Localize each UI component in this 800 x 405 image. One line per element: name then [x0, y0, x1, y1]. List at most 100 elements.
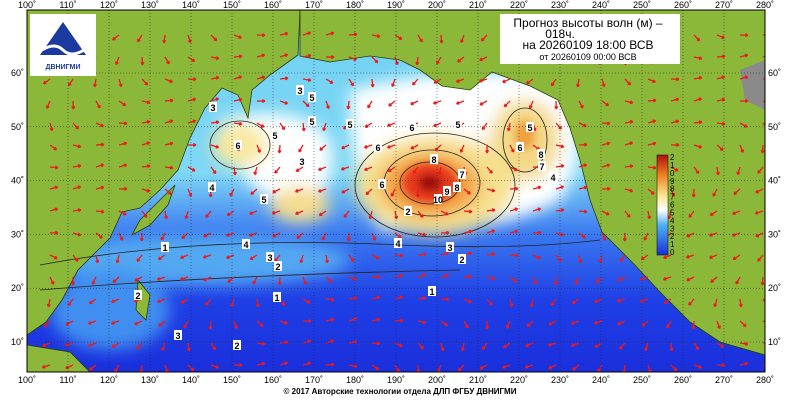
arrow	[115, 56, 120, 65]
arrow	[463, 298, 472, 304]
contour-label-bg	[428, 286, 436, 296]
arrow	[486, 252, 496, 257]
arrow	[298, 144, 304, 153]
arrow	[250, 188, 258, 195]
arrow	[95, 185, 105, 190]
lon-label-bottom: 240˚	[592, 375, 610, 385]
arrow	[762, 363, 765, 366]
arrow	[141, 141, 151, 146]
contour-label-bg	[208, 182, 216, 192]
contour-label: 1	[162, 243, 167, 253]
contour-label-bg	[404, 206, 412, 216]
arrow	[118, 186, 128, 191]
arrow	[693, 166, 700, 175]
arrow	[118, 100, 127, 107]
arrow	[233, 34, 242, 39]
arrow	[233, 97, 243, 102]
title-line: на 20260109 18:00 ВСВ	[523, 38, 654, 52]
arrow	[203, 232, 212, 238]
arrow	[739, 75, 749, 80]
arrow	[509, 229, 519, 234]
arrow	[210, 97, 220, 102]
arrow	[279, 320, 289, 325]
arrow	[394, 318, 404, 323]
arrow	[187, 142, 197, 147]
arrow	[179, 276, 189, 281]
arrow	[624, 119, 634, 124]
colorbar-label: 3	[670, 224, 675, 233]
arrow	[601, 121, 611, 126]
arrow	[532, 230, 542, 235]
arrow	[757, 166, 764, 174]
direction-arrows	[41, 31, 765, 372]
arrow	[279, 340, 289, 345]
colorbar-label: 5	[670, 208, 675, 217]
contour-label: 10	[433, 195, 443, 205]
arrow	[91, 276, 97, 285]
arrow	[118, 121, 128, 126]
arrow	[65, 364, 74, 370]
arrow	[386, 144, 396, 149]
arrow	[548, 364, 557, 370]
arrow	[601, 163, 611, 168]
arrow	[762, 320, 765, 323]
lon-label-top: 190˚	[387, 0, 405, 10]
arrow	[732, 210, 741, 215]
arrow	[95, 254, 100, 264]
arrow	[710, 276, 718, 283]
arrow	[118, 210, 127, 216]
contour-label: 5	[527, 123, 532, 133]
arrow	[739, 361, 749, 366]
arrow	[67, 298, 74, 307]
arrow	[647, 210, 652, 220]
arrow	[616, 298, 626, 303]
arrow	[571, 298, 580, 305]
arrow	[65, 320, 74, 326]
colorbar-label: 6	[670, 201, 675, 210]
arrow	[736, 166, 741, 176]
contour-label: 2	[405, 207, 410, 217]
contour-label-bg	[209, 102, 217, 112]
arrow	[574, 276, 580, 285]
arrow	[157, 298, 166, 303]
arrow	[532, 254, 541, 260]
arrow	[693, 342, 700, 351]
contour-label: 8	[454, 183, 459, 193]
arrow	[187, 119, 197, 124]
arrow	[570, 320, 580, 325]
arrow	[325, 254, 329, 264]
contour-label: 3	[267, 253, 272, 263]
arrow	[463, 188, 471, 195]
lon-label-bottom: 270˚	[715, 375, 733, 385]
arrow	[417, 320, 427, 325]
arrow	[463, 320, 469, 329]
contour-label-bg	[233, 340, 241, 350]
arrow	[509, 253, 519, 258]
arrow	[95, 163, 105, 168]
contour-label-bg	[538, 161, 546, 171]
arrow	[601, 232, 607, 241]
contour-label-bg	[234, 140, 242, 150]
arrow	[754, 210, 764, 215]
arrow	[208, 320, 213, 330]
arrow	[601, 210, 610, 216]
arrow	[157, 254, 166, 261]
title-box	[500, 14, 680, 64]
contour-label-bg	[394, 238, 402, 248]
title-line: Прогноз высоты волн (м) –	[513, 16, 663, 30]
contour-label: 4	[209, 183, 214, 193]
lon-label-top: 130˚	[141, 0, 159, 10]
lon-label-top: 220˚	[510, 0, 528, 10]
arrow	[716, 54, 726, 59]
arrow	[598, 254, 603, 264]
footer: © 2017 Авторские технологии отдела ДЛП Ф…	[284, 387, 517, 396]
arrow	[164, 210, 169, 220]
arrow	[486, 276, 496, 281]
arrow	[363, 144, 373, 149]
arrow	[302, 53, 312, 58]
arrow	[341, 188, 350, 194]
contour-label: 8	[538, 150, 543, 160]
arrow	[686, 232, 695, 238]
arrow	[256, 33, 266, 38]
